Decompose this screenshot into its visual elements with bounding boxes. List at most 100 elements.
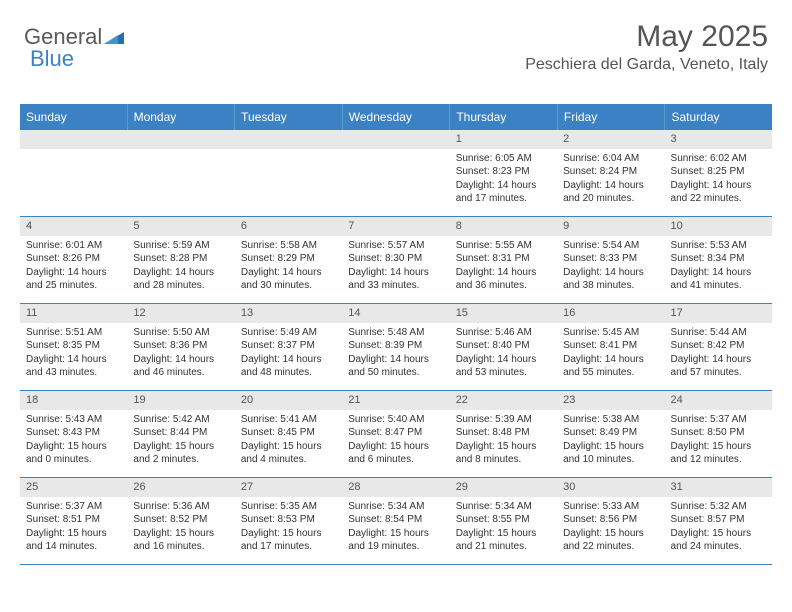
calendar-cell: 27Sunrise: 5:35 AMSunset: 8:53 PMDayligh…: [235, 478, 342, 564]
sunset-text: Sunset: 8:47 PM: [348, 426, 443, 440]
daylight-text: Daylight: 15 hours and 24 minutes.: [671, 527, 766, 554]
daylight-text: Daylight: 15 hours and 4 minutes.: [241, 440, 336, 467]
day-content: Sunrise: 5:32 AMSunset: 8:57 PMDaylight:…: [665, 497, 772, 558]
day-header-cell: Tuesday: [235, 104, 343, 130]
logo-text-blue: Blue: [30, 46, 74, 72]
daylight-text: Daylight: 14 hours and 48 minutes.: [241, 353, 336, 380]
day-number: 27: [235, 478, 342, 497]
day-header-cell: Monday: [128, 104, 236, 130]
calendar-cell: 26Sunrise: 5:36 AMSunset: 8:52 PMDayligh…: [127, 478, 234, 564]
calendar-cell: 4Sunrise: 6:01 AMSunset: 8:26 PMDaylight…: [20, 217, 127, 303]
sunset-text: Sunset: 8:49 PM: [563, 426, 658, 440]
sunset-text: Sunset: 8:54 PM: [348, 513, 443, 527]
calendar-cell: [20, 130, 127, 216]
day-content: Sunrise: 5:34 AMSunset: 8:54 PMDaylight:…: [342, 497, 449, 558]
day-number: 22: [450, 391, 557, 410]
calendar-cell: 25Sunrise: 5:37 AMSunset: 8:51 PMDayligh…: [20, 478, 127, 564]
daylight-text: Daylight: 15 hours and 17 minutes.: [241, 527, 336, 554]
day-header-cell: Thursday: [450, 104, 558, 130]
day-number: 26: [127, 478, 234, 497]
calendar-cell: [127, 130, 234, 216]
calendar-cell: [342, 130, 449, 216]
daylight-text: Daylight: 15 hours and 0 minutes.: [26, 440, 121, 467]
day-content: Sunrise: 5:42 AMSunset: 8:44 PMDaylight:…: [127, 410, 234, 471]
calendar-cell: 19Sunrise: 5:42 AMSunset: 8:44 PMDayligh…: [127, 391, 234, 477]
sunrise-text: Sunrise: 5:58 AM: [241, 239, 336, 253]
sunset-text: Sunset: 8:57 PM: [671, 513, 766, 527]
day-number-bar-empty: [20, 130, 127, 149]
sunset-text: Sunset: 8:48 PM: [456, 426, 551, 440]
day-content: Sunrise: 5:48 AMSunset: 8:39 PMDaylight:…: [342, 323, 449, 384]
daylight-text: Daylight: 14 hours and 22 minutes.: [671, 179, 766, 206]
calendar-cell: 12Sunrise: 5:50 AMSunset: 8:36 PMDayligh…: [127, 304, 234, 390]
day-number: 8: [450, 217, 557, 236]
daylight-text: Daylight: 14 hours and 55 minutes.: [563, 353, 658, 380]
sunrise-text: Sunrise: 5:37 AM: [26, 500, 121, 514]
daylight-text: Daylight: 15 hours and 16 minutes.: [133, 527, 228, 554]
day-content: Sunrise: 5:45 AMSunset: 8:41 PMDaylight:…: [557, 323, 664, 384]
day-number: 16: [557, 304, 664, 323]
calendar-cell: 24Sunrise: 5:37 AMSunset: 8:50 PMDayligh…: [665, 391, 772, 477]
daylight-text: Daylight: 14 hours and 36 minutes.: [456, 266, 551, 293]
day-number: 25: [20, 478, 127, 497]
sunset-text: Sunset: 8:23 PM: [456, 165, 551, 179]
calendar-row: 11Sunrise: 5:51 AMSunset: 8:35 PMDayligh…: [20, 304, 772, 391]
calendar-cell: 3Sunrise: 6:02 AMSunset: 8:25 PMDaylight…: [665, 130, 772, 216]
day-content: Sunrise: 5:37 AMSunset: 8:51 PMDaylight:…: [20, 497, 127, 558]
location-label: Peschiera del Garda, Veneto, Italy: [525, 56, 768, 74]
calendar-cell: 2Sunrise: 6:04 AMSunset: 8:24 PMDaylight…: [557, 130, 664, 216]
day-number: 13: [235, 304, 342, 323]
daylight-text: Daylight: 14 hours and 53 minutes.: [456, 353, 551, 380]
calendar-row: 4Sunrise: 6:01 AMSunset: 8:26 PMDaylight…: [20, 217, 772, 304]
day-content: Sunrise: 5:55 AMSunset: 8:31 PMDaylight:…: [450, 236, 557, 297]
day-number: 7: [342, 217, 449, 236]
sunset-text: Sunset: 8:44 PM: [133, 426, 228, 440]
calendar-grid: 1Sunrise: 6:05 AMSunset: 8:23 PMDaylight…: [20, 130, 772, 565]
sunrise-text: Sunrise: 5:32 AM: [671, 500, 766, 514]
sunset-text: Sunset: 8:33 PM: [563, 252, 658, 266]
day-number: 24: [665, 391, 772, 410]
sunset-text: Sunset: 8:50 PM: [671, 426, 766, 440]
day-content: Sunrise: 5:44 AMSunset: 8:42 PMDaylight:…: [665, 323, 772, 384]
day-number: 28: [342, 478, 449, 497]
daylight-text: Daylight: 14 hours and 57 minutes.: [671, 353, 766, 380]
day-number: 2: [557, 130, 664, 149]
sunrise-text: Sunrise: 6:04 AM: [563, 152, 658, 166]
day-content: Sunrise: 5:39 AMSunset: 8:48 PMDaylight:…: [450, 410, 557, 471]
sunrise-text: Sunrise: 5:43 AM: [26, 413, 121, 427]
day-content: Sunrise: 5:38 AMSunset: 8:49 PMDaylight:…: [557, 410, 664, 471]
day-number-bar-empty: [342, 130, 449, 149]
calendar-cell: 17Sunrise: 5:44 AMSunset: 8:42 PMDayligh…: [665, 304, 772, 390]
daylight-text: Daylight: 14 hours and 43 minutes.: [26, 353, 121, 380]
daylight-text: Daylight: 14 hours and 25 minutes.: [26, 266, 121, 293]
calendar-cell: [235, 130, 342, 216]
calendar-cell: 20Sunrise: 5:41 AMSunset: 8:45 PMDayligh…: [235, 391, 342, 477]
day-header-cell: Wednesday: [343, 104, 451, 130]
sunrise-text: Sunrise: 5:54 AM: [563, 239, 658, 253]
day-number: 4: [20, 217, 127, 236]
calendar-row: 18Sunrise: 5:43 AMSunset: 8:43 PMDayligh…: [20, 391, 772, 478]
daylight-text: Daylight: 14 hours and 41 minutes.: [671, 266, 766, 293]
day-number: 17: [665, 304, 772, 323]
day-content: Sunrise: 6:01 AMSunset: 8:26 PMDaylight:…: [20, 236, 127, 297]
daylight-text: Daylight: 15 hours and 22 minutes.: [563, 527, 658, 554]
calendar-cell: 23Sunrise: 5:38 AMSunset: 8:49 PMDayligh…: [557, 391, 664, 477]
day-number: 14: [342, 304, 449, 323]
calendar-cell: 1Sunrise: 6:05 AMSunset: 8:23 PMDaylight…: [450, 130, 557, 216]
day-header-cell: Sunday: [20, 104, 128, 130]
day-header-row: SundayMondayTuesdayWednesdayThursdayFrid…: [20, 104, 772, 130]
day-content: Sunrise: 5:58 AMSunset: 8:29 PMDaylight:…: [235, 236, 342, 297]
sunrise-text: Sunrise: 6:05 AM: [456, 152, 551, 166]
sunrise-text: Sunrise: 5:59 AM: [133, 239, 228, 253]
day-number-bar-empty: [235, 130, 342, 149]
sunset-text: Sunset: 8:24 PM: [563, 165, 658, 179]
sunset-text: Sunset: 8:51 PM: [26, 513, 121, 527]
day-number: 29: [450, 478, 557, 497]
sunset-text: Sunset: 8:35 PM: [26, 339, 121, 353]
calendar-cell: 28Sunrise: 5:34 AMSunset: 8:54 PMDayligh…: [342, 478, 449, 564]
calendar-row: 1Sunrise: 6:05 AMSunset: 8:23 PMDaylight…: [20, 130, 772, 217]
sunrise-text: Sunrise: 5:38 AM: [563, 413, 658, 427]
calendar-cell: 14Sunrise: 5:48 AMSunset: 8:39 PMDayligh…: [342, 304, 449, 390]
day-number: 11: [20, 304, 127, 323]
day-content: Sunrise: 6:04 AMSunset: 8:24 PMDaylight:…: [557, 149, 664, 210]
